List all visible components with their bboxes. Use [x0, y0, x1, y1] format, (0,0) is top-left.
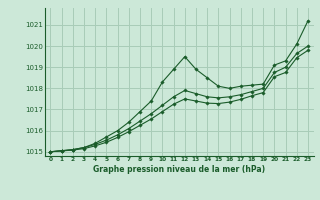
X-axis label: Graphe pression niveau de la mer (hPa): Graphe pression niveau de la mer (hPa): [93, 165, 265, 174]
